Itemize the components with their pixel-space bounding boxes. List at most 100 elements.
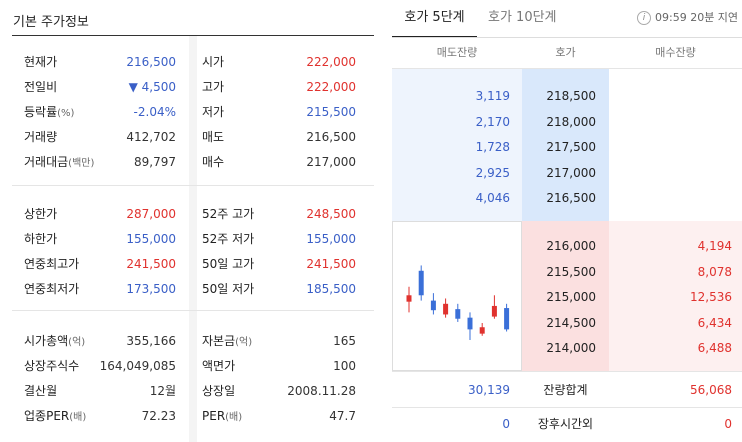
ask-volume: 4,046 bbox=[475, 191, 510, 205]
field-label-text: 50일 저가 bbox=[202, 282, 255, 296]
field-label: 업종PER(배) bbox=[24, 403, 86, 431]
ask-price[interactable]: 217,000 bbox=[546, 165, 596, 180]
bid-volume: 4,194 bbox=[697, 239, 732, 253]
field-label-text: 상한가 bbox=[24, 207, 58, 221]
ask-price[interactable]: 218,500 bbox=[546, 89, 596, 103]
info-icon[interactable]: i bbox=[637, 11, 651, 25]
field-value: 241,500 bbox=[126, 257, 176, 271]
field-label: 거래량 bbox=[24, 124, 57, 150]
info-row: 전일비 ▼ 4,500 고가 222,000 bbox=[12, 74, 374, 100]
ask-price-area bbox=[522, 69, 609, 221]
info-row: 거래량 412,702 매도 216,500 bbox=[12, 124, 374, 150]
field-label-text: 50일 고가 bbox=[202, 257, 255, 271]
field-label: PER(배) bbox=[202, 403, 242, 431]
field-value: 248,500 bbox=[306, 207, 356, 221]
ask-price[interactable]: 216,500 bbox=[546, 191, 596, 205]
candle-body bbox=[479, 327, 485, 334]
field-value: 89,797 bbox=[134, 155, 176, 169]
bid-price[interactable]: 214,500 bbox=[546, 315, 596, 330]
field-label-text: 시가 bbox=[202, 55, 225, 69]
field-value: 355,166 bbox=[126, 334, 176, 348]
field-value: 100 bbox=[333, 359, 356, 373]
bid-price[interactable]: 215,000 bbox=[546, 290, 596, 304]
tab-10-levels[interactable]: 호가 10단계 bbox=[488, 10, 557, 25]
bid-price-area bbox=[522, 221, 609, 371]
field-value: 155,000 bbox=[306, 232, 356, 246]
field-label: 거래대금(백만) bbox=[24, 149, 94, 177]
field-label-text: PER bbox=[202, 409, 226, 423]
mini-candle-chart bbox=[392, 221, 522, 371]
info-row: 연중최저가 173,500 50일 저가 185,500 bbox=[12, 276, 374, 302]
ask-price[interactable]: 218,000 bbox=[546, 114, 596, 129]
field-value: 287,000 bbox=[126, 207, 176, 221]
info-row: 상장주식수 164,049,085 액면가 100 bbox=[12, 353, 374, 379]
field-label: 자본금(억) bbox=[202, 328, 252, 356]
info-row: 결산월 12월 상장일 2008.11.28 bbox=[12, 378, 374, 404]
candle bbox=[467, 312, 473, 341]
mini-candle-chart-svg bbox=[406, 265, 510, 341]
header-divider bbox=[392, 68, 742, 69]
info-row: 시가총액(억) 355,166 자본금(억) 165 bbox=[12, 328, 374, 354]
delay-notice: 09:59 20분 지연 bbox=[655, 11, 739, 24]
field-value: 47.7 bbox=[329, 409, 356, 423]
candle bbox=[406, 286, 412, 313]
bid-price[interactable]: 214,000 bbox=[546, 341, 596, 355]
field-label: 전일비 bbox=[24, 74, 57, 100]
total-label: 잔량합계 bbox=[543, 383, 588, 397]
bid-volume: 6,434 bbox=[697, 315, 732, 330]
field-value: 2008.11.28 bbox=[287, 384, 356, 398]
field-label: 52주 고가 bbox=[202, 201, 254, 227]
field-label-text: 매수 bbox=[202, 155, 225, 169]
after-hours-ask-volume: 0 bbox=[502, 417, 510, 431]
bid-volume: 6,488 bbox=[697, 341, 732, 355]
field-value: 222,000 bbox=[306, 80, 356, 94]
price-header: 호가 bbox=[555, 46, 576, 59]
info-row: 현재가 216,500 시가 222,000 bbox=[12, 49, 374, 75]
field-label: 상장일 bbox=[202, 378, 235, 404]
ask-volume: 2,170 bbox=[475, 114, 510, 129]
field-label: 시가총액(억) bbox=[24, 328, 85, 356]
field-value: 222,000 bbox=[306, 55, 356, 69]
field-label: 상한가 bbox=[24, 201, 57, 227]
tab-5-levels[interactable]: 호가 5단계 bbox=[392, 0, 477, 38]
field-label: 저가 bbox=[202, 99, 224, 125]
price-range-section: 상한가 287,000 52주 고가 248,500 하한가 155,000 52주 저가 1… bbox=[12, 186, 374, 311]
column-separator bbox=[189, 311, 197, 442]
bid-price[interactable]: 215,500 bbox=[546, 264, 596, 279]
field-unit: (백만) bbox=[68, 158, 95, 169]
title-divider bbox=[12, 35, 374, 36]
ask-price[interactable]: 217,500 bbox=[546, 140, 596, 154]
bid-volume-area bbox=[609, 221, 742, 371]
field-value: 164,049,085 bbox=[99, 359, 176, 373]
info-row: 연중최고가 241,500 50일 고가 241,500 bbox=[12, 251, 374, 277]
ask-volume: 2,925 bbox=[475, 165, 510, 180]
field-value: 215,500 bbox=[306, 105, 356, 119]
candle bbox=[418, 265, 424, 301]
candle bbox=[491, 295, 497, 319]
field-label-text: 거래량 bbox=[24, 130, 58, 144]
field-label: 결산월 bbox=[24, 378, 57, 404]
field-value: 217,000 bbox=[306, 155, 356, 169]
field-value: 173,500 bbox=[126, 282, 176, 296]
field-label-text: 액면가 bbox=[202, 359, 236, 373]
field-label-text: 전일비 bbox=[24, 80, 58, 94]
field-label: 등락률(%) bbox=[24, 99, 74, 127]
total-divider bbox=[392, 371, 742, 372]
candle-body bbox=[467, 317, 473, 330]
field-label-text: 고가 bbox=[202, 80, 225, 94]
after-hours-bid-volume: 0 bbox=[724, 417, 732, 431]
field-value: 72.23 bbox=[141, 409, 176, 423]
bid-price[interactable]: 216,000 bbox=[546, 239, 596, 253]
field-label-text: 52주 저가 bbox=[202, 232, 255, 246]
field-value: 216,500 bbox=[306, 130, 356, 144]
field-label-text: 거래대금 bbox=[24, 155, 69, 169]
field-label: 50일 저가 bbox=[202, 276, 254, 302]
info-row: 거래대금(백만) 89,797 매수 217,000 bbox=[12, 149, 374, 175]
field-label: 연중최고가 bbox=[24, 251, 79, 277]
candle bbox=[443, 298, 449, 318]
field-value: 241,500 bbox=[306, 257, 356, 271]
total-ask-volume: 30,139 bbox=[468, 383, 510, 397]
info-row: 업종PER(배) 72.23 PER(배) 47.7 bbox=[12, 403, 374, 429]
candle bbox=[504, 303, 510, 332]
field-label-text: 현재가 bbox=[24, 55, 58, 69]
